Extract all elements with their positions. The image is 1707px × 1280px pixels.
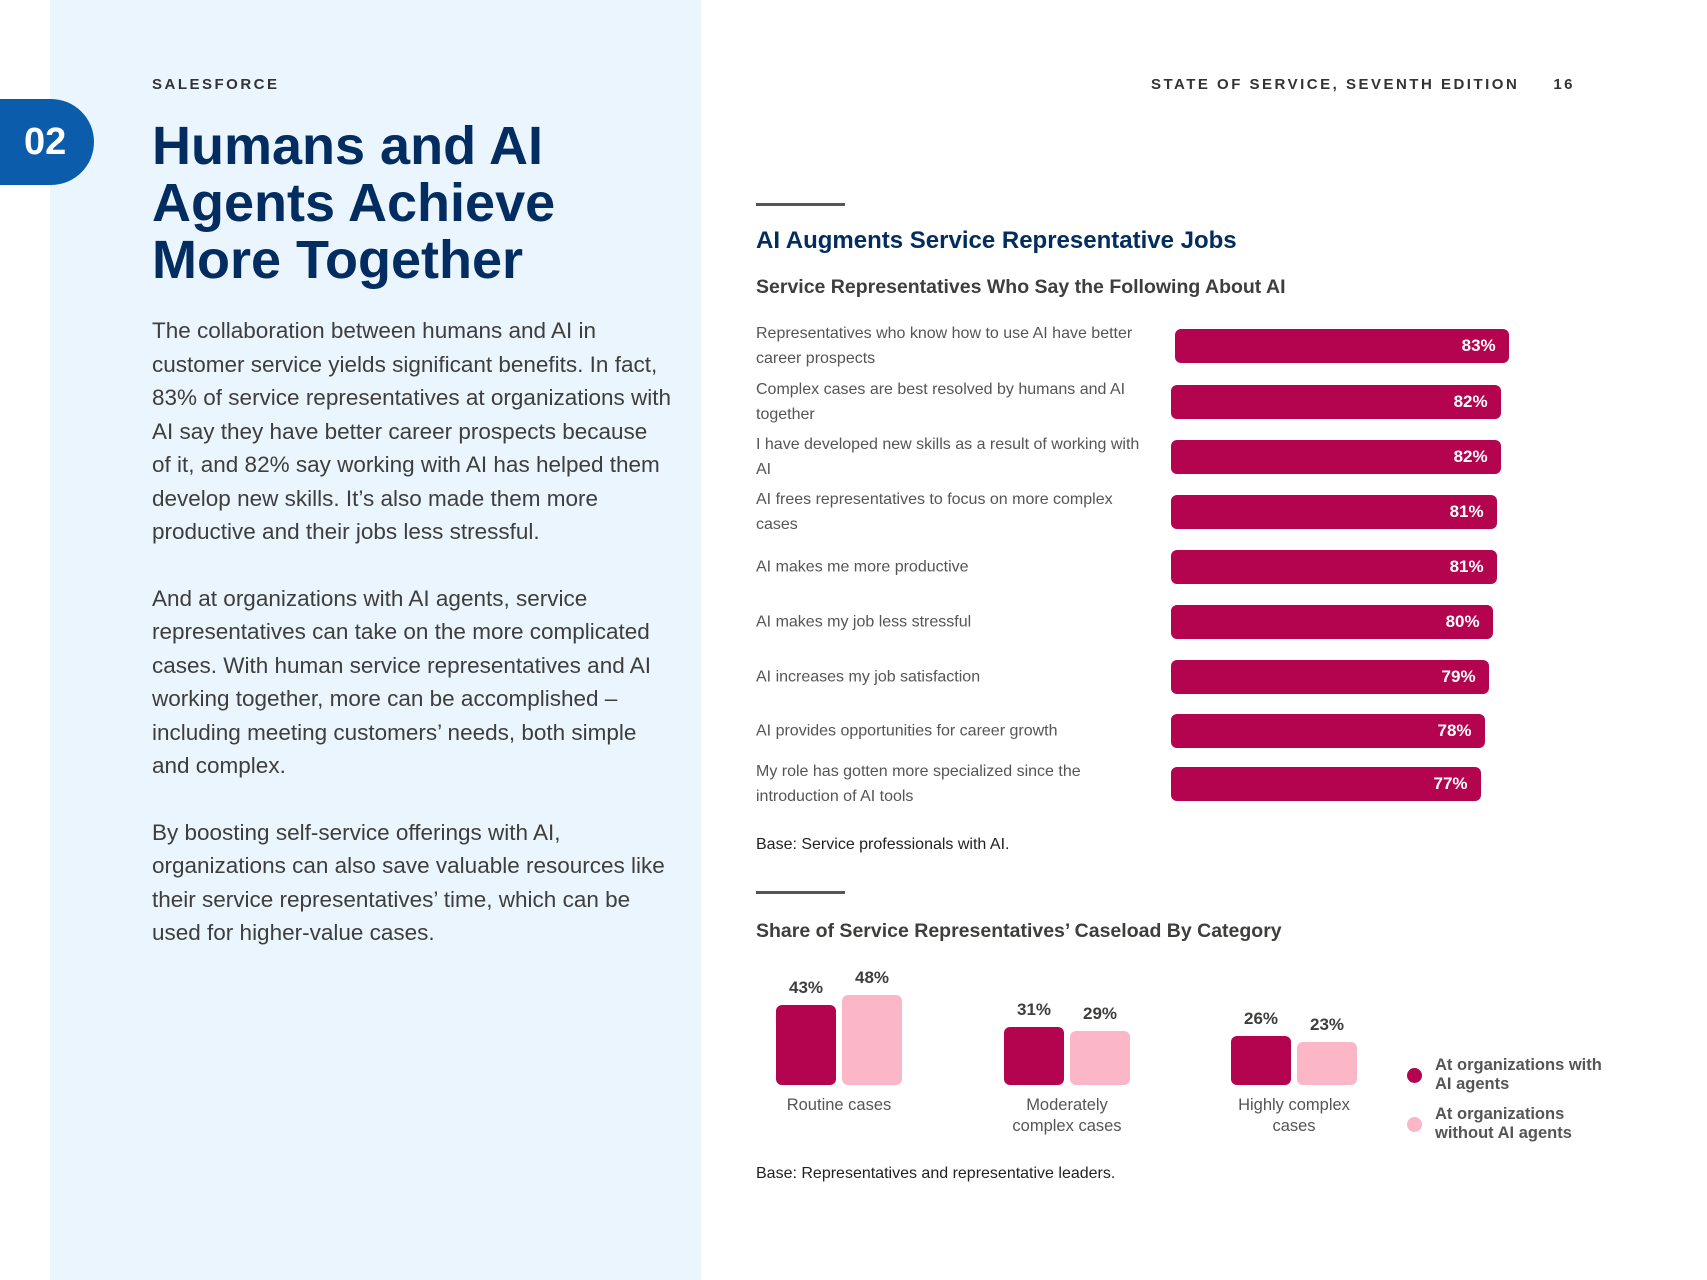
chart-title: AI Augments Service Representative Jobs [756,227,1237,254]
column [1231,1036,1291,1085]
bar: 78% [1171,714,1485,748]
bar-row: AI frees representatives to focus on mor… [756,485,1656,539]
bar: 81% [1171,495,1497,529]
column [1070,1030,1130,1085]
bar-label: Representatives who know how to use AI h… [756,325,1133,367]
legend-label: At organizations without AI agents [1435,1105,1572,1142]
legend-swatch [1407,1116,1422,1132]
legend-label: At organizations with AI agents [1435,1056,1602,1093]
page-number: 16 [1553,76,1575,93]
bar-row: I have developed new skills as a result … [756,430,1656,484]
bar-row: AI makes me more productive 81% [756,540,1656,594]
bar-row: Representatives who know how to use AI h… [756,319,1656,373]
data-label: 23% [1309,1014,1345,1034]
bar-row: AI increases my job satisfaction 79% [756,650,1656,704]
bar-row: Complex cases are best resolved by human… [756,375,1656,429]
bar: 79% [1171,660,1489,694]
bar-label: AI makes me more productive [756,558,969,576]
bar-label: Complex cases are best resolved by human… [756,381,1126,423]
paragraph: And at organizations with AI agents, ser… [152,585,651,779]
bar-label: I have developed new skills as a result … [756,436,1140,478]
bar: 80% [1171,605,1493,639]
bar-label: AI frees representatives to focus on mor… [756,491,1113,533]
data-label: 43% [788,977,824,997]
chart-title: Share of Service Representatives’ Caselo… [756,920,1282,942]
section-badge: 02 [0,99,94,185]
divider [756,203,845,206]
bar-row: AI makes my job less stressful 80% [756,595,1656,649]
publication-title: STATE OF SERVICE, SEVENTH EDITION [1150,76,1520,93]
legend-swatch [1407,1067,1422,1083]
divider [756,891,845,894]
bar: 83% [1175,329,1509,363]
data-label: 29% [1082,1003,1118,1023]
bar-label: My role has gotten more specialized sinc… [756,763,1081,805]
category-label: Highly complex cases [1238,1096,1350,1135]
column [842,995,902,1085]
category-label: Moderately complex cases [1012,1096,1122,1135]
body-text: The collaboration between humans and AI … [152,314,672,983]
column [1004,1027,1064,1085]
bar: 82% [1171,440,1501,474]
bar-label: AI increases my job satisfaction [756,668,981,686]
column [776,1004,836,1085]
chart-subtitle: Service Representatives Who Say the Foll… [756,276,1286,298]
page-title: Humans and AI Agents Achieve More Togeth… [152,116,556,290]
paragraph: The collaboration between humans and AI … [152,318,672,544]
chart-note: Base: Service professionals with AI. [756,836,1010,853]
bar: 81% [1171,550,1497,584]
data-label: 26% [1243,1009,1279,1029]
legend-item: At organizations without AI agents [1407,1105,1605,1143]
chart-note: Base: Representatives and representative… [756,1165,1116,1182]
paragraph: By boosting self-service offerings with … [152,819,665,946]
running-header: STATE OF SERVICE, SEVENTH EDITION 16 [1151,76,1575,93]
data-label: 31% [1016,1000,1052,1020]
bar-label: AI provides opportunities for career gro… [756,722,1058,740]
brand-label: SALESFORCE [152,76,280,93]
bar-label: AI makes my job less stressful [756,613,972,631]
data-label: 48% [854,968,890,988]
bar-row: AI provides opportunities for career gro… [756,704,1656,758]
legend-item: At organizations with AI agents [1407,1056,1605,1094]
category-label: Routine cases [786,1096,892,1114]
bar-row: My role has gotten more specialized sinc… [756,757,1656,811]
column [1297,1041,1357,1085]
bar: 82% [1171,385,1501,419]
left-panel [50,0,701,1280]
bar: 77% [1171,767,1481,801]
